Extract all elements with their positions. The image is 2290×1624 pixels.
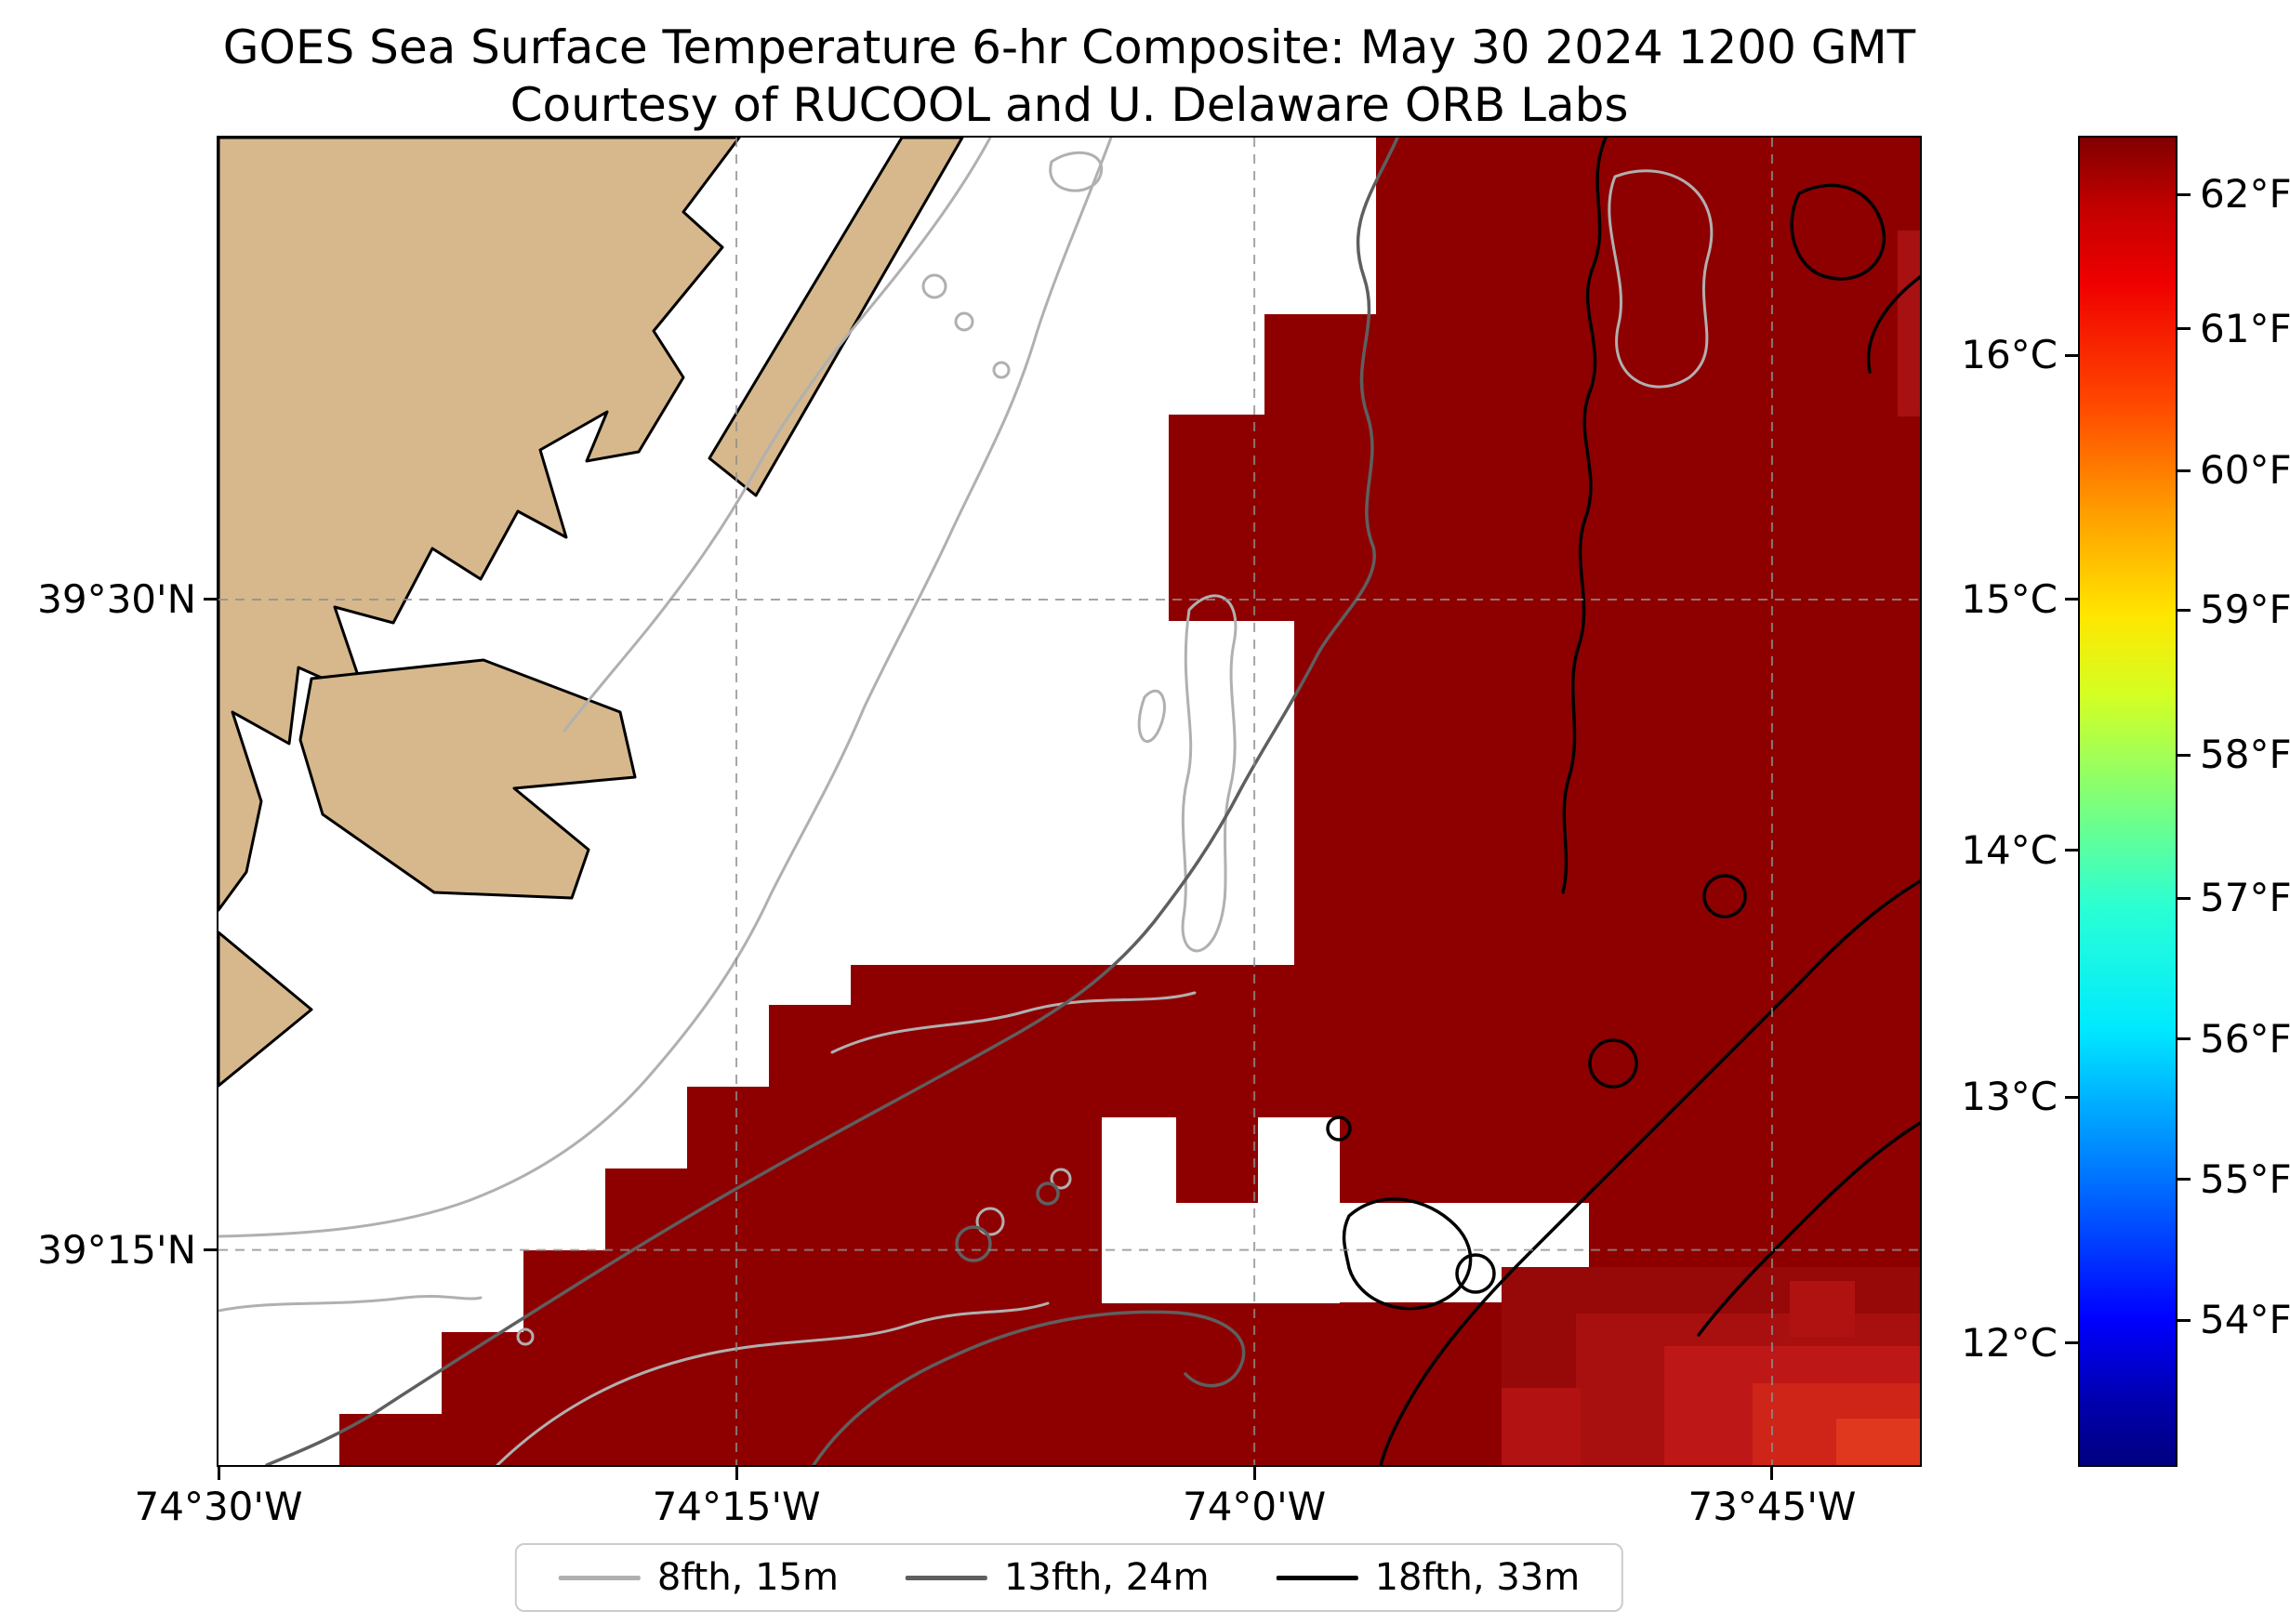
contour-closed-loop [921,273,947,299]
sst-pixel-block [1790,1281,1855,1337]
y-tick-label: 39°30'N [37,575,196,622]
land-polygon [218,931,313,1088]
contour-15m [1608,169,1714,389]
colorbar-tick-mark-celsius [2065,849,2078,852]
contour-24m [265,138,1399,1465]
contour-closed-loop [1455,1253,1496,1294]
contour-33m [1342,1197,1473,1311]
contour-closed-loop [1326,1116,1352,1142]
contour-closed-loop [975,1207,1005,1236]
contour-15m [496,1301,1050,1465]
contour-15m [218,1294,483,1313]
contour-15m [218,138,1113,1238]
contour-33m [1790,183,1886,281]
land-polygon [218,138,741,912]
contour-closed-loop [954,311,974,332]
colorbar-tick-label-fahrenheit: 56°F [2200,1015,2290,1062]
colorbar-tick-label-celsius: 12°C [1961,1319,2058,1366]
contour-closed-loop [1050,1168,1072,1190]
x-tick-mark [217,1467,220,1480]
contour-15m [563,138,992,733]
sst-pixel-block [1836,1419,1920,1465]
contour-33m [1379,879,1920,1465]
colorbar-gradient [2080,138,2176,1465]
x-tick-label: 74°30'W [134,1484,303,1529]
contour-closed-loop [1036,1182,1060,1206]
colorbar-tick-mark-fahrenheit [2177,608,2191,612]
x-tick-label: 74°0'W [1182,1484,1327,1529]
contour-24m [812,1310,1246,1465]
colorbar-tick-label-celsius: 16°C [1961,332,2058,378]
colorbar-tick-mark-fahrenheit [2177,896,2191,900]
colorbar-tick-mark-fahrenheit [2177,469,2191,472]
colorbar-tick-label-fahrenheit: 57°F [2200,875,2290,921]
legend-item: 8fth, 15m [558,1556,839,1599]
legend-item: 13fth, 24m [905,1556,1210,1599]
colorbar-tick-mark-celsius [2065,1095,2078,1099]
legend-line-sample [1276,1575,1358,1580]
contour-closed-loop [516,1327,535,1346]
colorbar-tick-label-fahrenheit: 60°F [2200,447,2290,494]
chart-title: GOES Sea Surface Temperature 6-hr Compos… [222,20,1916,74]
x-tick-mark [1252,1467,1256,1480]
land-polygon [708,138,964,497]
colorbar-tick-mark-fahrenheit [2177,753,2191,757]
colorbar-tick-label-fahrenheit: 55°F [2200,1155,2290,1202]
colorbar-tick-label-celsius: 13°C [1961,1074,2058,1120]
legend-line-sample [558,1575,641,1580]
contour-15m [1137,689,1166,744]
contour-closed-loop [992,361,1011,379]
x-tick-mark [735,1467,738,1480]
contour-15m [1049,151,1104,192]
colorbar-tick-mark-fahrenheit [2177,1037,2191,1041]
contour-15m [1181,594,1238,953]
contour-closed-loop [955,1225,992,1262]
sst-map [218,138,1920,1465]
legend: 8fth, 15m 13fth, 24m 18fth, 33m [514,1543,1624,1612]
legend-item: 18fth, 33m [1276,1556,1581,1599]
colorbar-tick-label-celsius: 14°C [1961,826,2058,873]
colorbar-tick-label-fahrenheit: 58°F [2200,732,2290,778]
y-tick-mark [204,1248,217,1252]
contour-closed-loop [1702,874,1747,918]
x-tick-mark [1770,1467,1774,1480]
x-tick-label: 73°45'W [1688,1484,1857,1529]
sst-pixel-block [1502,1388,1581,1465]
legend-line-sample [905,1575,987,1580]
sst-pixel-block [1176,1117,1258,1203]
colorbar-tick-label-fahrenheit: 62°F [2200,171,2290,218]
chart-subtitle: Courtesy of RUCOOL and U. Delaware ORB L… [510,78,1629,132]
contour-33m [1561,138,1608,894]
colorbar-tick-label-fahrenheit: 61°F [2200,305,2290,351]
sst-dark-red-region [339,138,1920,1465]
colorbar-tick-mark-fahrenheit [2177,327,2191,331]
colorbar-tick-mark-fahrenheit [2177,192,2191,196]
colorbar-tick-mark-celsius [2065,598,2078,601]
contour-15m [830,991,1197,1054]
x-tick-label: 74°15'W [652,1484,821,1529]
colorbar-tick-label-celsius: 15°C [1961,575,2058,622]
contour-closed-loop [1588,1038,1638,1089]
y-tick-mark [204,598,217,601]
legend-label: 18fth, 33m [1374,1556,1581,1599]
colorbar-tick-mark-celsius [2065,353,2078,357]
land-polygon [298,658,637,900]
colorbar-tick-mark-celsius [2065,1341,2078,1345]
colorbar-tick-label-fahrenheit: 54°F [2200,1297,2290,1343]
colorbar-tick-mark-fahrenheit [2177,1178,2191,1182]
contour-33m [1697,1121,1920,1337]
colorbar-tick-mark-fahrenheit [2177,1318,2191,1322]
colorbar-tick-label-fahrenheit: 59°F [2200,587,2290,633]
sst-pixel-block [1898,231,1920,416]
legend-label: 8fth, 15m [656,1556,839,1599]
contour-33m [1866,275,1920,374]
y-tick-label: 39°15'N [37,1226,196,1273]
legend-label: 13fth, 24m [1003,1556,1210,1599]
